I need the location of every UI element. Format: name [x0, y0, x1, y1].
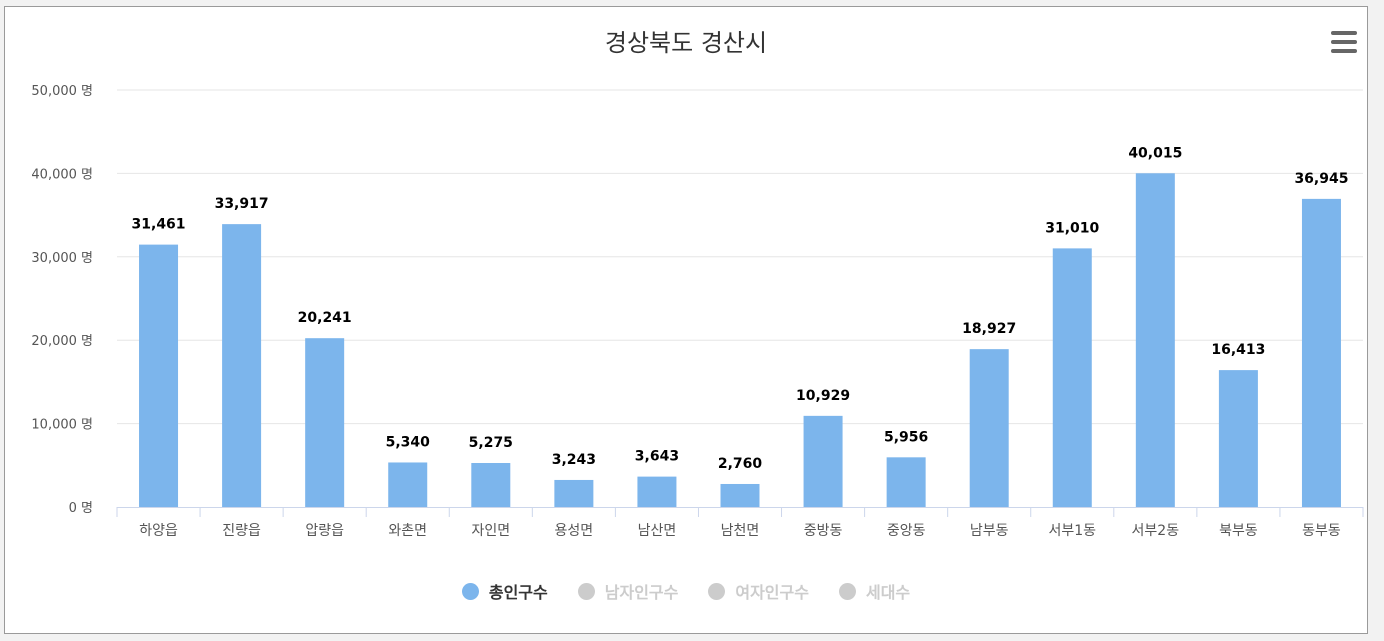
data-label: 3,643 — [635, 449, 679, 465]
x-tick-label: 하양읍 — [139, 523, 178, 539]
legend-dot-icon — [577, 582, 595, 600]
data-label: 5,956 — [884, 429, 928, 445]
y-tick-label: 40,000 명 — [31, 167, 93, 182]
bar[interactable] — [471, 463, 511, 507]
hamburger-menu-icon[interactable] — [1331, 31, 1357, 53]
x-tick-label: 자인면 — [471, 523, 510, 539]
data-label: 36,945 — [1294, 171, 1348, 187]
bar[interactable] — [388, 462, 428, 507]
y-tick-label: 10,000 명 — [31, 418, 93, 433]
bar[interactable] — [1052, 248, 1092, 508]
legend-item-households[interactable]: 세대수 — [838, 579, 911, 603]
legend-dot-icon — [708, 582, 726, 600]
data-label: 10,929 — [796, 388, 850, 404]
x-tick-label: 북부동 — [1219, 523, 1258, 539]
legend-label: 여자인구수 — [735, 583, 809, 602]
x-tick-label: 남부동 — [970, 523, 1009, 539]
legend-label: 세대수 — [865, 583, 911, 602]
x-tick-label: 용성면 — [555, 523, 594, 539]
bar[interactable] — [803, 415, 843, 507]
legend-dot-icon — [838, 582, 856, 600]
y-tick-label: 30,000 명 — [31, 251, 93, 266]
y-tick-label: 0 명 — [69, 501, 93, 516]
data-label: 31,461 — [132, 217, 186, 233]
bar[interactable] — [222, 224, 262, 508]
x-tick-label: 남산면 — [638, 523, 677, 539]
x-tick-label: 와촌면 — [388, 523, 427, 539]
data-label: 18,927 — [962, 321, 1016, 337]
x-tick-label: 서부1동 — [1048, 523, 1096, 539]
data-label: 5,340 — [386, 434, 431, 450]
bar[interactable] — [554, 479, 594, 507]
bar[interactable] — [886, 457, 926, 507]
bar[interactable] — [139, 244, 179, 507]
data-label: 5,275 — [469, 435, 513, 451]
legend-label: 남자인구수 — [604, 583, 679, 602]
bar[interactable] — [637, 476, 677, 507]
x-tick-label: 남천면 — [721, 523, 760, 539]
data-label: 2,760 — [718, 456, 763, 472]
legend-item-total-population[interactable]: 총인구수 — [461, 579, 548, 603]
data-label: 40,015 — [1128, 145, 1182, 161]
bar[interactable] — [969, 349, 1009, 507]
bar[interactable] — [305, 338, 345, 507]
data-label: 31,010 — [1045, 220, 1099, 236]
legend-item-male-population[interactable]: 남자인구수 — [577, 579, 679, 603]
data-label: 16,413 — [1211, 342, 1265, 358]
y-tick-label: 20,000 명 — [31, 334, 93, 349]
x-tick-label: 중앙동 — [887, 523, 926, 539]
x-tick-label: 압량읍 — [305, 523, 344, 539]
bar[interactable] — [720, 483, 760, 507]
data-label: 3,243 — [552, 452, 596, 468]
legend-label: 총인구수 — [488, 583, 548, 602]
data-label: 20,241 — [298, 310, 352, 326]
bar[interactable] — [1218, 370, 1258, 507]
legend: 총인구수 남자인구수 여자인구수 세대수 — [5, 579, 1367, 603]
x-tick-label: 동부동 — [1302, 523, 1341, 539]
legend-dot-icon — [461, 582, 479, 600]
x-tick-label: 진량읍 — [222, 523, 261, 539]
legend-item-female-population[interactable]: 여자인구수 — [708, 579, 809, 603]
bar[interactable] — [1301, 198, 1341, 507]
chart-container: 경상북도 경산시 0 명 10,000 명 20,000 명 30,000 명 40,0… — [4, 6, 1368, 634]
chart-title: 경상북도 경산시 — [604, 29, 768, 57]
x-tick-label: 서부2동 — [1132, 523, 1180, 539]
data-label: 33,917 — [215, 196, 269, 212]
x-tick-label: 중방동 — [804, 523, 843, 539]
bar[interactable] — [1135, 173, 1175, 507]
y-tick-label: 50,000 명 — [31, 84, 93, 99]
bar-chart: 0 명 10,000 명 20,000 명 30,000 명 40,000 명 50,00… — [31, 84, 1364, 539]
